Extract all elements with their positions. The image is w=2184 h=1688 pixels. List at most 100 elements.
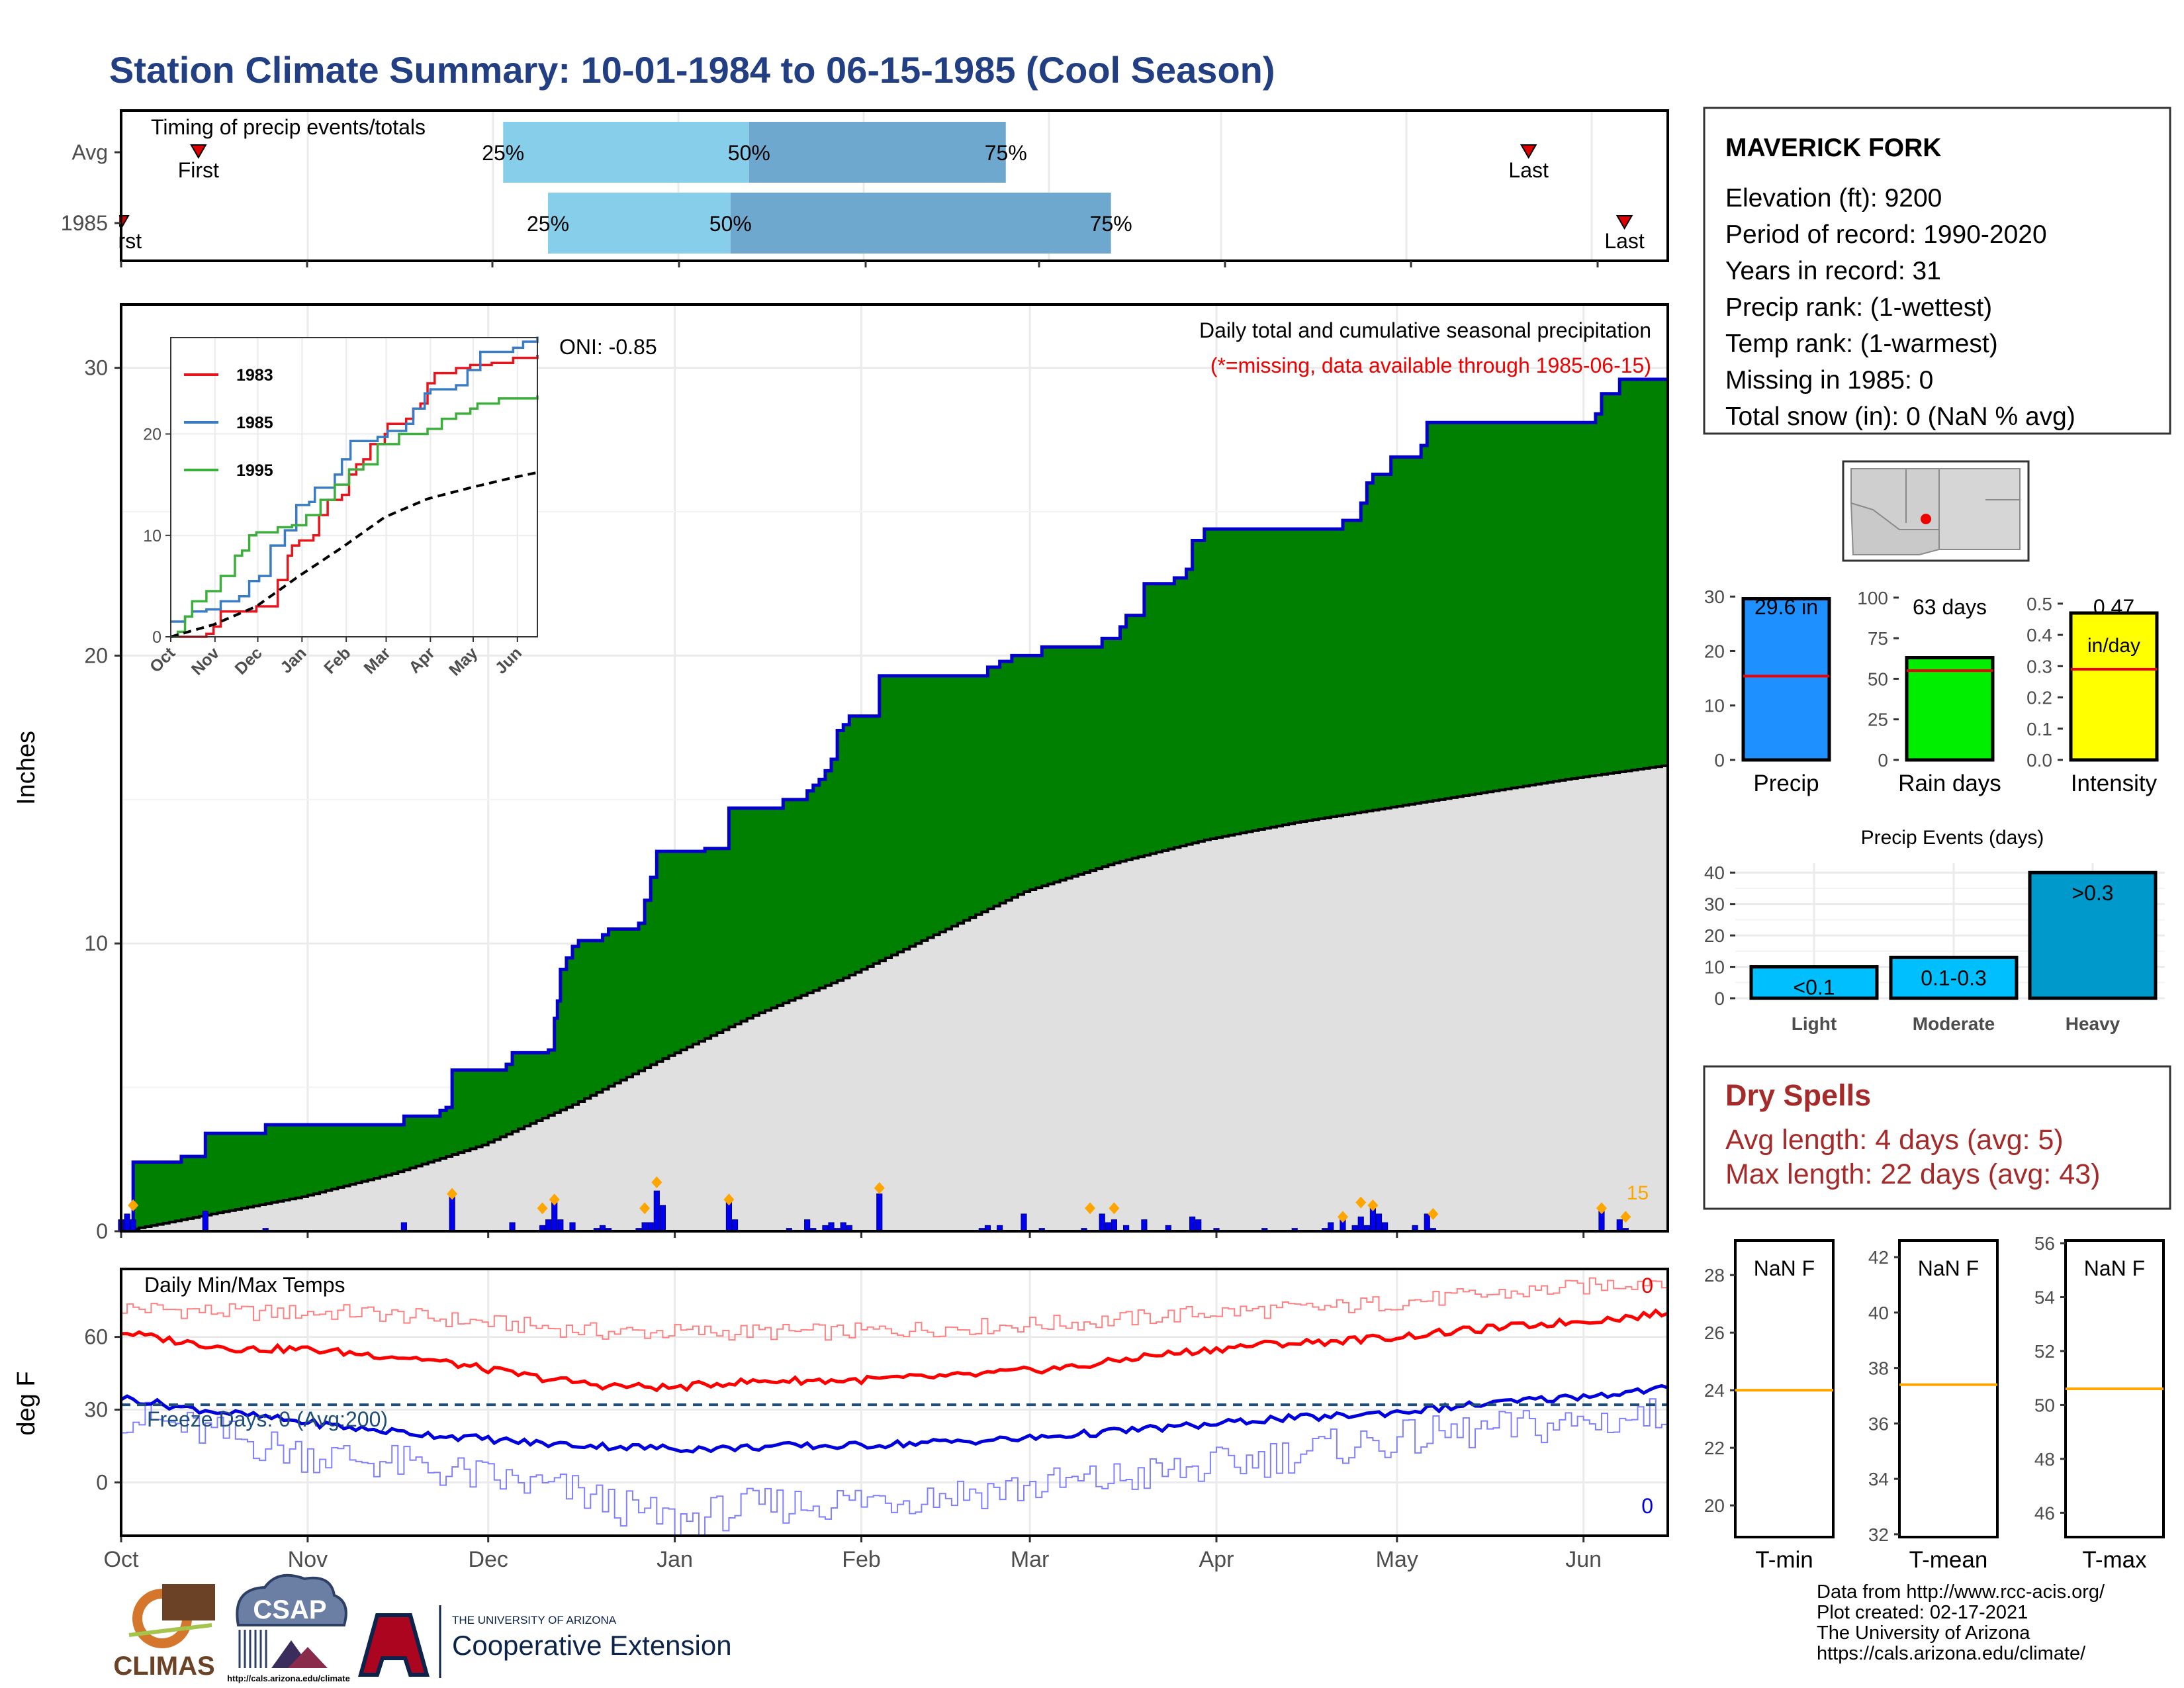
daily-precip-bar xyxy=(653,1190,660,1232)
event-marker xyxy=(549,1194,560,1206)
event-marker xyxy=(1109,1202,1120,1215)
y-tick-label: 40 xyxy=(1704,863,1725,883)
timing-label-last: Last xyxy=(1604,229,1645,253)
daily-precip-bar xyxy=(1021,1213,1027,1232)
events-bar-label: 0.1-0.3 xyxy=(1921,966,1987,990)
daily-precip-bar xyxy=(1195,1219,1202,1232)
events-bar-label: >0.3 xyxy=(2071,881,2113,905)
timing-label-75: 75% xyxy=(1090,212,1132,236)
intensity-unit-label: in/day xyxy=(2087,635,2140,657)
rain_days-value-label: 63 days xyxy=(1913,595,1987,619)
x-tick-label: Dec xyxy=(468,1547,508,1572)
daily-precip-bar xyxy=(1189,1216,1196,1232)
y-tick-label: 48 xyxy=(2034,1449,2055,1470)
event-marker xyxy=(1355,1196,1367,1209)
daily-precip-bar xyxy=(1424,1213,1430,1232)
inset-frame xyxy=(170,337,538,637)
y-tick-label: 36 xyxy=(1868,1413,1889,1434)
y-tick-label: 26 xyxy=(1704,1323,1725,1343)
x-tick-label: Mar xyxy=(1011,1547,1050,1572)
y-tick-label: 0 xyxy=(1714,988,1725,1009)
event-marker xyxy=(651,1176,662,1189)
cumulative-line xyxy=(121,377,1668,1225)
y-tick-label: 54 xyxy=(2034,1288,2055,1308)
rain_days-category-label: Rain days xyxy=(1898,771,2001,796)
y-tick-label: 40 xyxy=(1868,1303,1889,1323)
y-tick-label: 0.3 xyxy=(2026,656,2052,677)
temp-chart-title: Daily Min/Max Temps xyxy=(144,1273,345,1297)
y-tick-label: 25 xyxy=(1868,710,1888,730)
timing-label-first: First xyxy=(178,158,219,182)
csap-mountain-icon xyxy=(288,1647,328,1668)
ua-line1-text: THE UNIVERSITY OF ARIZONA xyxy=(452,1614,617,1626)
oni-label: ONI: -0.85 xyxy=(559,335,657,359)
timing-label-25: 25% xyxy=(527,212,569,236)
x-tick-label: Oct xyxy=(104,1547,139,1572)
dry-spells-frame xyxy=(1703,1065,2171,1210)
inset-series-1995 xyxy=(171,395,539,638)
daily-precip-bar xyxy=(1369,1207,1377,1232)
y-tick-label: 52 xyxy=(2034,1341,2055,1362)
events-category-label: Heavy xyxy=(2066,1013,2120,1034)
event-marker xyxy=(1596,1202,1607,1215)
daily-precip-bar xyxy=(1357,1216,1364,1232)
y-tick-label: 50 xyxy=(1868,669,1888,689)
y-tick-label: 20 xyxy=(1704,641,1725,661)
timing-label-25: 25% xyxy=(482,141,524,165)
intensity-value-label: 0.47 xyxy=(2093,595,2134,619)
timing-title: Timing of precip events/totals xyxy=(151,115,426,139)
timing-mask xyxy=(93,199,119,252)
y-tick-label: 0 xyxy=(1714,750,1725,771)
event-marker xyxy=(128,1199,139,1211)
climas-mesa-shape xyxy=(162,1584,215,1620)
y-tick-label: 0.5 xyxy=(2026,594,2052,614)
y-axis-label: Inches xyxy=(13,731,40,805)
credit-line: The University of Arizona xyxy=(1817,1622,2030,1644)
y-tick-label: 10 xyxy=(84,931,108,955)
y-tick-label: 46 xyxy=(2034,1503,2055,1523)
daily-precip-bar xyxy=(557,1219,564,1232)
timing-label-50: 50% xyxy=(728,141,770,165)
ua-a-logo-icon xyxy=(358,1613,430,1677)
daily-precip-bar xyxy=(202,1211,208,1232)
timing-bar-50-75 xyxy=(749,122,1006,183)
x-tick-label: May xyxy=(1376,1547,1418,1572)
intensity-category-label: Intensity xyxy=(2071,771,2158,796)
y-tick-label: 32 xyxy=(1868,1524,1889,1545)
y-tick-label: 60 xyxy=(84,1325,108,1349)
station-info-line: Total snow (in): 0 (NaN % avg) xyxy=(1725,402,2075,431)
inset-series-1983 xyxy=(171,355,539,638)
tmax_box-category-label: T-max xyxy=(2082,1547,2147,1573)
tmax-record-line xyxy=(121,1277,1668,1341)
rain_days-bar xyxy=(1905,656,1995,762)
inset-y-tick-label: 0 xyxy=(152,628,161,647)
station-info-line: Elevation (ft): 9200 xyxy=(1725,184,1942,212)
freeze-days-label: Freeze Days: 0 (Avg:200) xyxy=(147,1407,388,1431)
daily-precip-bar xyxy=(1141,1219,1148,1232)
event-marker xyxy=(447,1188,458,1200)
tmean_box-category-label: T-mean xyxy=(1909,1547,1988,1573)
max-daily-label: 15 xyxy=(1627,1182,1649,1204)
events-bar-light xyxy=(1749,965,1879,1000)
inset-average-line xyxy=(170,471,538,638)
tmax_box-value-label: NaN F xyxy=(2084,1256,2145,1280)
timing-marker-last xyxy=(1520,144,1537,159)
y-tick-label: 0 xyxy=(96,1470,108,1494)
timing-row-label: 1985 xyxy=(61,211,108,235)
precip-chart-subtitle: (*=missing, data available through 1985-… xyxy=(1210,353,1651,377)
inset-legend-label: 1983 xyxy=(236,366,273,385)
daily-precip-bar xyxy=(876,1193,883,1232)
station-info-box: MAVERICK FORK Elevation (ft): 9200 Period … xyxy=(1703,107,2171,435)
y-tick-label: 20 xyxy=(84,643,108,667)
timing-label-75: 75% xyxy=(985,141,1027,165)
tmin_box-category-label: T-min xyxy=(1755,1547,1813,1573)
x-tick-label: Jan xyxy=(657,1547,693,1572)
inset-series-1985 xyxy=(171,336,539,623)
y-axis-label: deg F xyxy=(13,1371,40,1435)
y-tick-label: 30 xyxy=(1704,586,1725,607)
location-map xyxy=(1842,460,2030,562)
y-tick-label: 34 xyxy=(1868,1469,1889,1489)
tmin_box-frame xyxy=(1734,1239,1835,1538)
